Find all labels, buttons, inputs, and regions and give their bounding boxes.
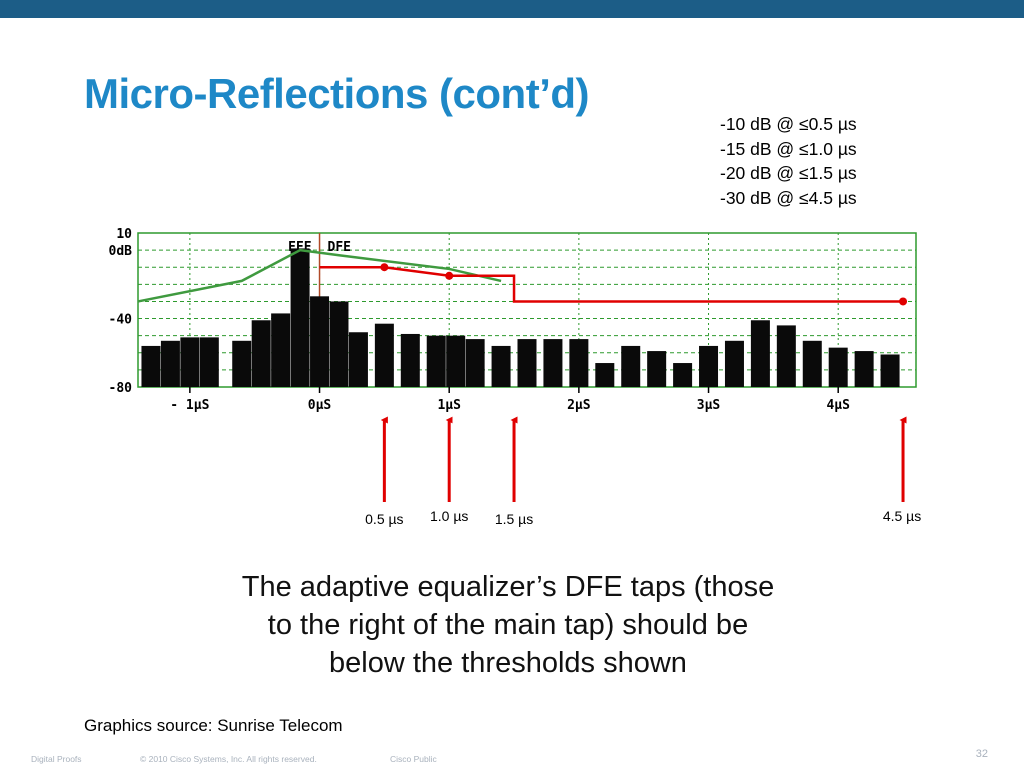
tap-bar <box>290 248 310 387</box>
threshold-point <box>445 271 454 280</box>
arrow-label: 1.5 µs <box>495 511 533 527</box>
tap-bar <box>595 363 615 387</box>
y-tick-label: 10 <box>116 227 132 242</box>
caption-line: to the right of the main tap) should be <box>267 609 749 641</box>
top-banner <box>0 0 1024 18</box>
tap-bar <box>329 301 349 387</box>
x-tick-label: 0µS <box>308 398 332 413</box>
arrow-label: 4.5 µs <box>883 508 921 524</box>
tap-bar <box>647 351 667 387</box>
threshold-item: -10 dB @ ≤0.5 µs <box>720 114 857 134</box>
tap-bar <box>199 337 219 387</box>
tap-bar <box>854 351 874 387</box>
threshold-item: -30 dB @ ≤4.5 µs <box>720 187 857 208</box>
slide-caption: The adaptive equalizer’s DFE taps (those… <box>170 568 846 682</box>
tap-bar <box>251 320 271 387</box>
x-tick-label: 2µS <box>567 398 591 413</box>
x-tick-label: 3µS <box>697 398 721 413</box>
tap-bar <box>724 340 744 387</box>
tap-bar <box>426 335 446 387</box>
tap-bar <box>543 339 563 387</box>
tap-bar <box>160 340 180 387</box>
threshold-line <box>319 265 904 303</box>
section-label-dfe: DFE <box>328 240 351 255</box>
y-tick-label: -80 <box>109 381 133 396</box>
threshold-point <box>380 263 389 272</box>
tap-bar <box>271 313 291 387</box>
tap-bar <box>673 363 693 387</box>
graphics-source: Graphics source: Sunrise Telecom <box>84 716 343 735</box>
arrow-label: 0.5 µs <box>365 511 403 527</box>
threshold-item: -20 dB @ ≤1.5 µs <box>720 163 857 183</box>
tap-bar <box>180 337 200 387</box>
arrow-label: 1.0 µs <box>430 508 468 524</box>
x-tick-label: 1µS <box>437 398 461 413</box>
tap-bar <box>699 345 719 387</box>
page-number: 32 <box>975 748 988 760</box>
tap-bar <box>776 325 796 387</box>
tap-bar <box>621 345 641 387</box>
threshold-list: -10 dB @ ≤0.5 µs -15 dB @ ≤1.0 µs -20 dB… <box>720 112 857 210</box>
tap-bar <box>880 354 900 387</box>
caption-line: below the thresholds shown <box>329 647 687 679</box>
tap-bar <box>446 335 466 387</box>
tap-bar <box>141 345 161 387</box>
tap-bar <box>569 339 589 387</box>
tap-bar <box>310 296 330 387</box>
threshold-point <box>899 297 908 306</box>
y-tick-label: -40 <box>109 313 133 328</box>
footer-copyright: © 2010 Cisco Systems, Inc. All rights re… <box>140 754 317 764</box>
x-tick-label: 4µS <box>826 398 850 413</box>
tap-bar <box>802 340 822 387</box>
tap-bar <box>400 333 420 387</box>
tap-bar <box>750 320 770 387</box>
y-tick-label: 0dB <box>109 244 133 259</box>
tap-bar <box>348 332 368 387</box>
tap-bar <box>232 340 252 387</box>
x-tick-label: - 1µS <box>170 398 209 413</box>
tap-bar <box>465 339 485 387</box>
tap-bar <box>828 347 848 387</box>
footer-label: Digital Proofs <box>31 754 82 764</box>
tap-bar <box>517 339 537 387</box>
caption-line: The adaptive equalizer’s DFE taps (those <box>241 571 775 603</box>
tap-bar <box>374 323 394 387</box>
envelope-line <box>137 248 502 303</box>
threshold-item: -15 dB @ ≤1.0 µs <box>720 138 857 159</box>
tap-bar <box>491 345 511 387</box>
footer-classification: Cisco Public <box>390 754 437 764</box>
slide-title: Micro-Reflections (cont’d) <box>84 70 590 117</box>
